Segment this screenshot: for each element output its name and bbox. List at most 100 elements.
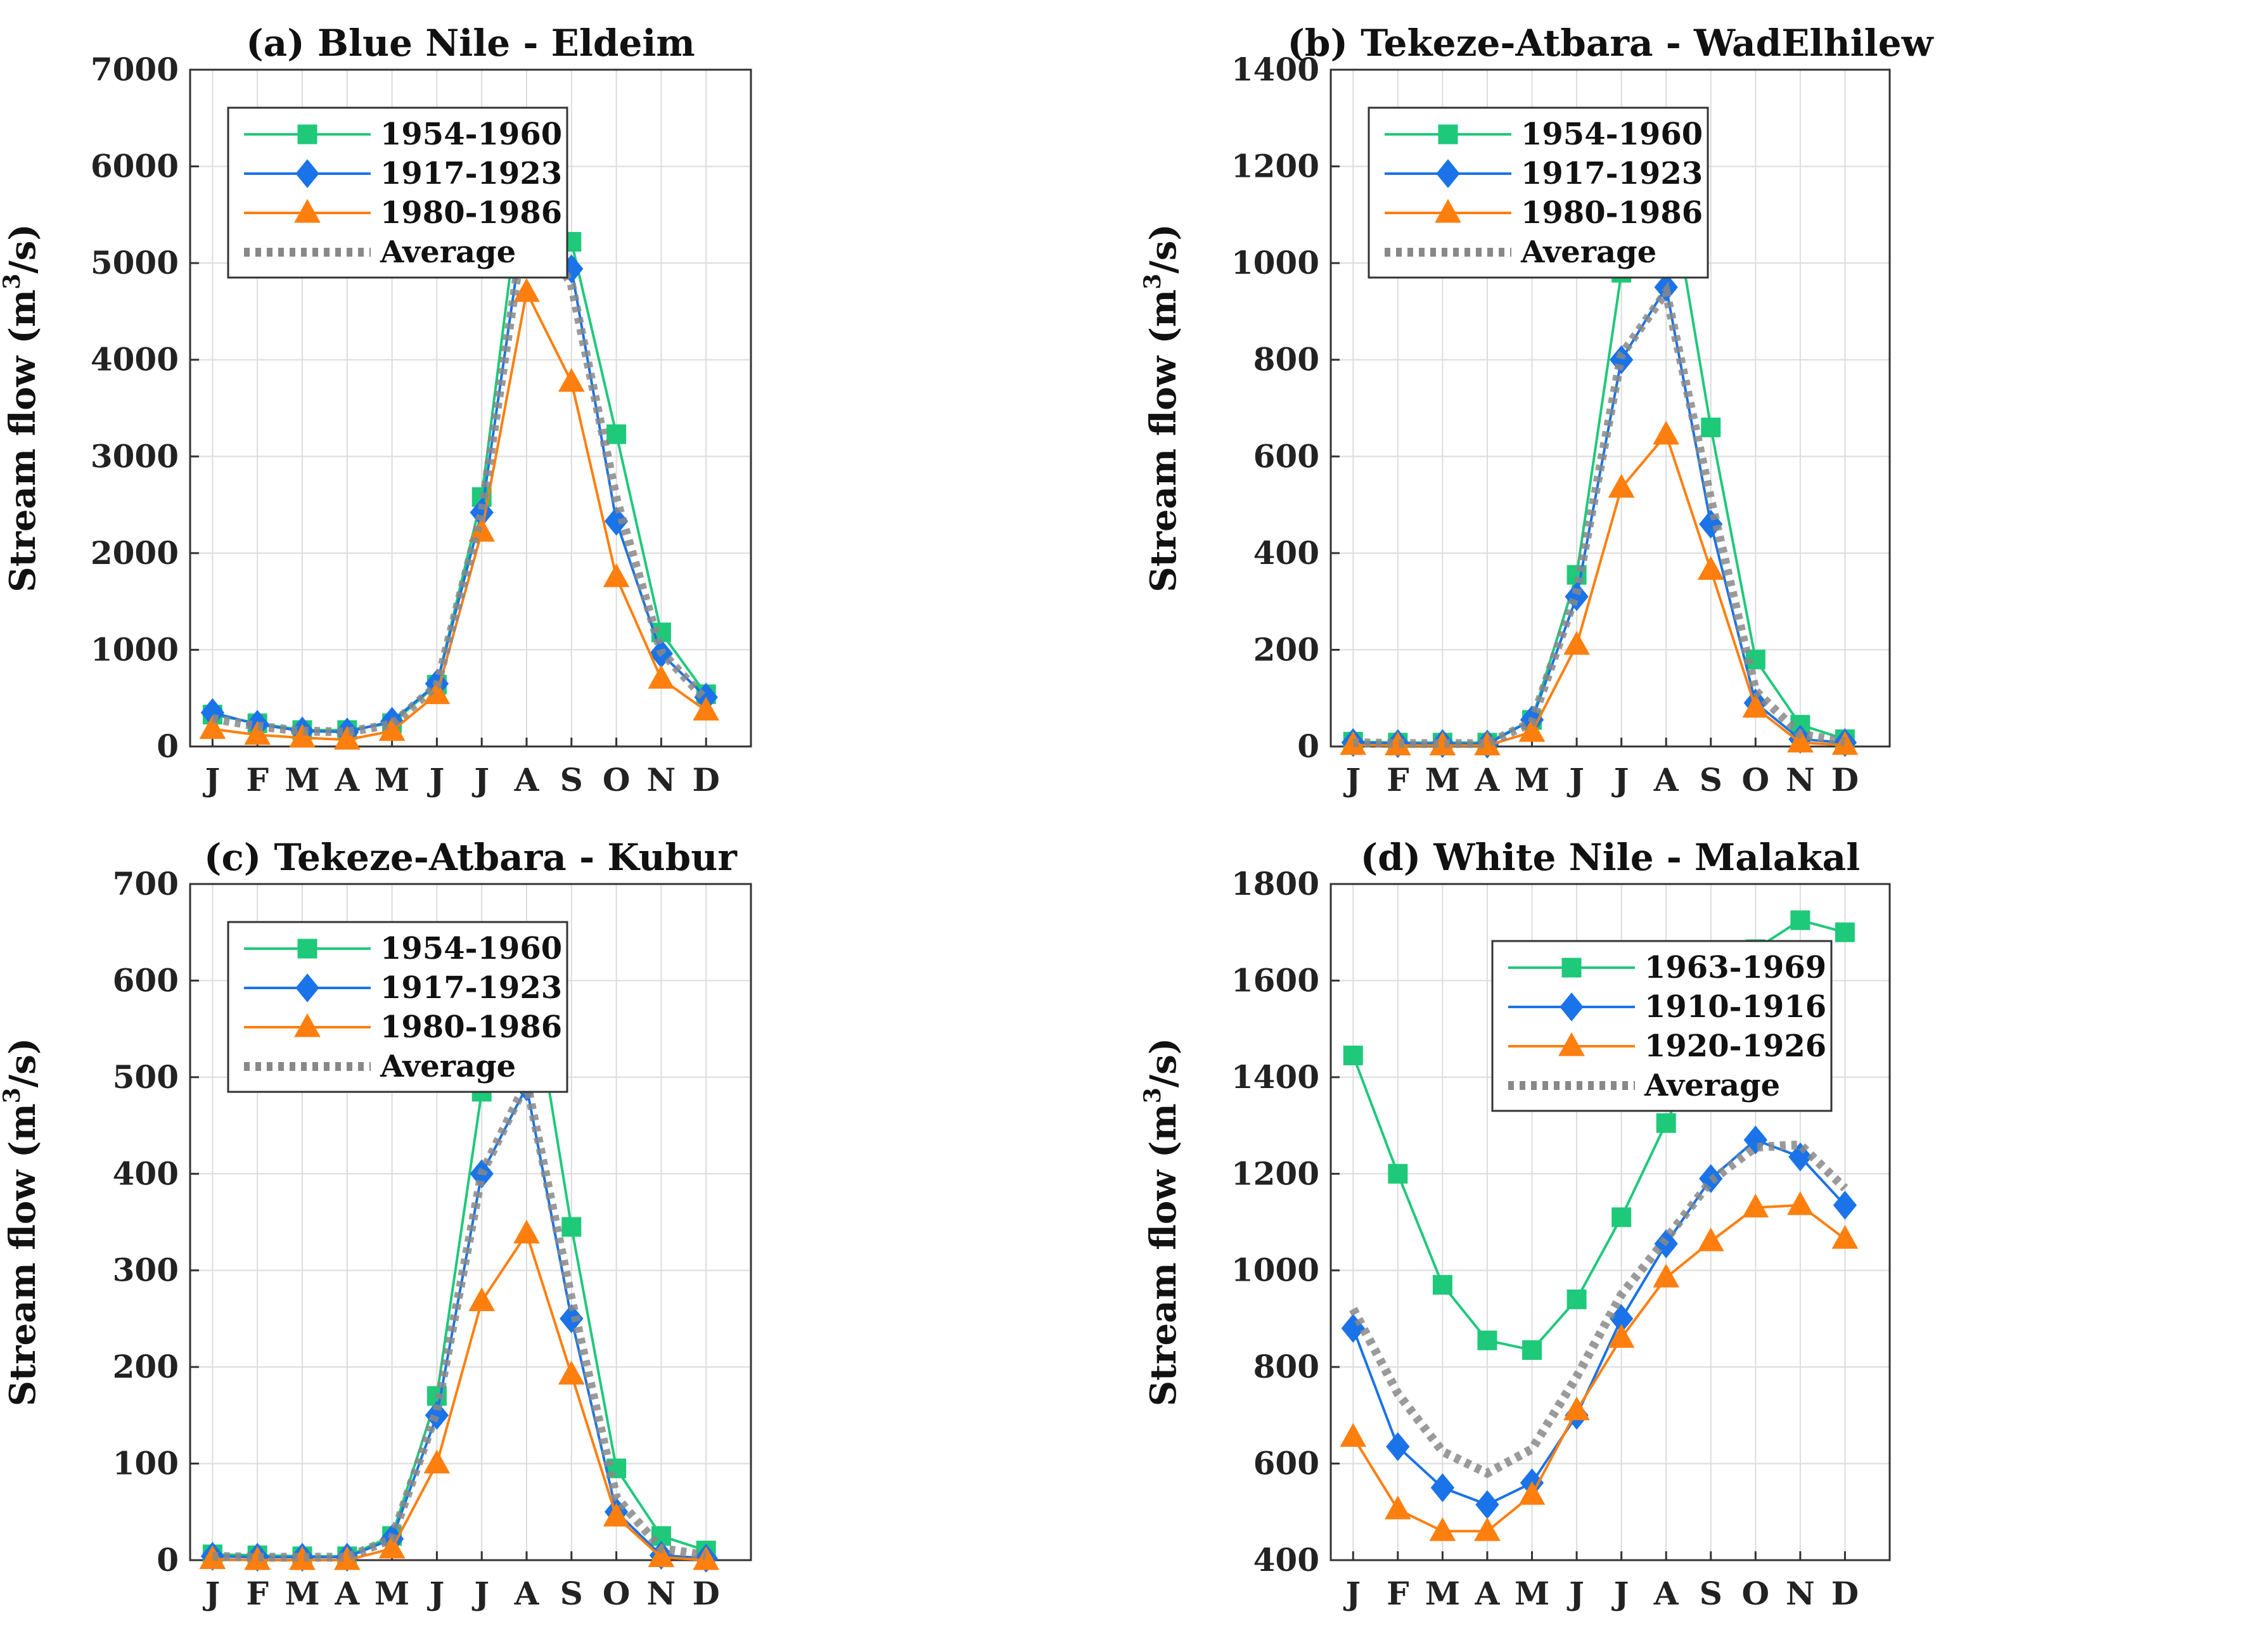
legend-marker-triangle [294, 198, 321, 223]
data-point-diamond [425, 1400, 449, 1430]
legend-label: 1980-1986 [380, 1009, 562, 1045]
data-point-square [1790, 910, 1810, 930]
data-point-triangle [1787, 1191, 1814, 1215]
legend-label: 1954-1960 [380, 931, 562, 966]
x-tick-label: J [1566, 761, 1584, 798]
y-tick-label: 1400 [1231, 1058, 1319, 1096]
data-point-diamond [1386, 1432, 1410, 1461]
series-line-average [1353, 281, 1846, 748]
x-tick-label: A [514, 1575, 540, 1612]
x-tick-label: N [1786, 761, 1815, 798]
x-tick-label: M [1515, 761, 1549, 798]
x-tick-label: N [1786, 1575, 1815, 1612]
series-3 [1349, 1140, 1848, 1478]
data-point-triangle [1831, 731, 1859, 755]
legend-marker-square [297, 124, 317, 144]
chart-title: (c) Tekeze-Atbara - Kubur [204, 836, 738, 879]
legend-marker-diamond [295, 159, 319, 188]
x-tick-label: F [1387, 1575, 1409, 1612]
y-tick-label: 5000 [91, 244, 179, 281]
x-tick-label: A [1653, 761, 1679, 798]
legend-box [227, 921, 568, 1093]
data-point-triangle [1474, 1517, 1501, 1541]
series-line-1 [1353, 283, 1845, 746]
x-tick-label: N [647, 1575, 676, 1612]
legend-box [1491, 940, 1833, 1112]
data-point-triangle [1831, 1225, 1859, 1249]
data-point-square [1566, 1289, 1587, 1309]
y-tick-label: 6000 [91, 148, 179, 185]
y-tick-label: 300 [113, 1252, 179, 1289]
data-point-square [1388, 1163, 1408, 1184]
data-point-triangle [648, 1543, 675, 1567]
data-point-triangle [1563, 1396, 1590, 1421]
legend-box [227, 106, 568, 279]
legend-label: 1963-1969 [1644, 950, 1826, 985]
y-tick-label: 200 [1253, 631, 1319, 668]
series-line-1 [1352, 1138, 1846, 1506]
x-tick-label: S [560, 1575, 583, 1612]
y-tick-label: 200 [113, 1348, 179, 1385]
data-point-diamond [1430, 1473, 1455, 1502]
y-tick-label: 1000 [91, 631, 179, 668]
data-point-diamond [1565, 582, 1589, 612]
y-tick-label: 600 [113, 961, 179, 999]
legend-label: 1980-1986 [1521, 195, 1703, 231]
legend-label: Average [1520, 234, 1656, 270]
legend-marker-diamond [1560, 992, 1584, 1022]
data-point-square [1835, 922, 1855, 942]
data-point-triangle [693, 1546, 720, 1570]
data-point-triangle [244, 721, 271, 745]
x-tick-label: M [1425, 761, 1460, 798]
x-tick-label: S [1700, 1575, 1722, 1612]
plot-frame [1329, 68, 1891, 748]
legend-label: 1917-1923 [1521, 156, 1703, 191]
x-tick-label: F [1387, 761, 1409, 798]
data-point-diamond [1699, 509, 1723, 539]
legend-label: 1954-1960 [380, 117, 562, 152]
legend-label: Average [1644, 1068, 1780, 1103]
data-point-triangle [1742, 1193, 1769, 1218]
legend-marker-triangle [1558, 1032, 1585, 1056]
x-tick-label: M [375, 1575, 409, 1612]
data-point-triangle [1697, 556, 1724, 580]
y-tick-label: 400 [1253, 1541, 1319, 1579]
data-point-triangle [199, 715, 226, 740]
series-line-average [212, 1068, 707, 1562]
x-tick-label: D [1831, 761, 1859, 798]
y-tick-label: 1600 [1231, 961, 1319, 999]
plot-frame [189, 883, 752, 1561]
data-point-triangle [1384, 1495, 1411, 1520]
x-tick-label: J [1566, 1575, 1584, 1612]
data-point-triangle [1608, 1324, 1635, 1348]
data-point-square [561, 1217, 582, 1237]
x-tick-label: M [285, 761, 319, 798]
chart-title: (d) White Nile - Malakal [1361, 836, 1861, 879]
data-point-triangle [513, 278, 540, 302]
legend-box [1368, 106, 1709, 279]
data-point-diamond [1475, 1490, 1499, 1520]
y-tick-label: 100 [113, 1445, 179, 1482]
x-tick-label: O [603, 1575, 631, 1612]
y-axis-label: Stream flow (m3/s) [1139, 1038, 1184, 1407]
legend-marker-square [297, 939, 317, 959]
y-tick-label: 800 [1253, 1348, 1319, 1385]
x-tick-label: S [1700, 761, 1722, 798]
x-tick-label: O [1742, 761, 1770, 798]
data-point-triangle [1653, 420, 1680, 445]
x-tick-label: D [1831, 1575, 1859, 1612]
data-point-triangle [603, 563, 630, 587]
y-tick-label: 800 [1253, 341, 1319, 378]
x-tick-label: A [1653, 1575, 1679, 1612]
x-tick-label: M [1425, 1575, 1460, 1612]
plot-frame [1329, 883, 1891, 1561]
y-tick-label: 400 [113, 1155, 179, 1192]
data-point-square [1701, 418, 1721, 438]
data-point-square [1522, 1340, 1542, 1360]
